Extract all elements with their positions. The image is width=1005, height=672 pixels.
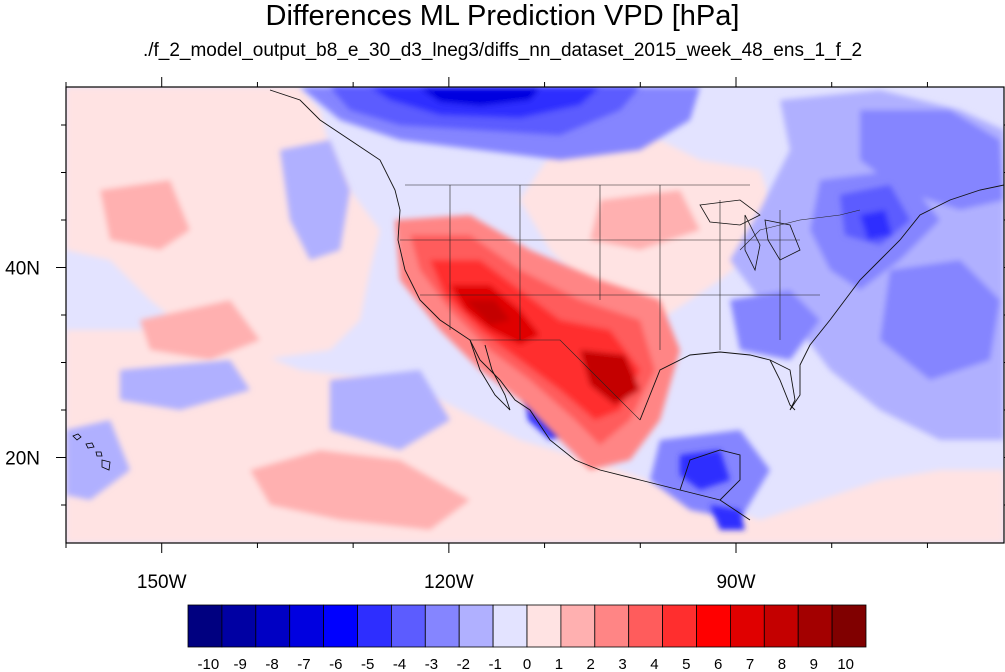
x-tick-label: 120W xyxy=(424,572,474,593)
colorbar-box xyxy=(526,604,562,648)
political-boundaries xyxy=(400,184,861,421)
colorbar-label: 7 xyxy=(746,656,754,672)
y-tick-label: 40N xyxy=(5,259,40,280)
colorbar-box xyxy=(662,604,697,648)
colorbar-box xyxy=(187,604,223,648)
colorbar-box xyxy=(730,604,765,648)
colorbar-box xyxy=(357,604,392,648)
great-lakes xyxy=(699,199,801,272)
colorbar-box xyxy=(797,604,833,648)
colorbar-label: -10 xyxy=(197,656,219,672)
colorbar-box xyxy=(255,604,291,648)
colorbar-label: 8 xyxy=(778,656,786,672)
colorbar-box xyxy=(628,604,664,648)
colorbar-box xyxy=(289,604,325,648)
colorbar-box xyxy=(763,604,799,648)
colorbar-label: 1 xyxy=(555,656,563,672)
plot-title: Differences ML Prediction VPD [hPa] xyxy=(265,0,740,32)
colorbar-box xyxy=(594,604,630,648)
colorbar-label: 9 xyxy=(810,656,818,672)
colorbar-labels: -10 -9 -8 -7 -6 -5 -4 -3 -2 -1 0 1 2 3 4 5 6 7 8 9 10 xyxy=(197,656,854,672)
colorbar-label: -7 xyxy=(297,656,310,672)
colorbar-label: 5 xyxy=(682,656,690,672)
colorbar-label: 3 xyxy=(618,656,626,672)
plot-subtitle: ./f_2_model_output_b8_e_30_d3_lneg3/diff… xyxy=(142,40,863,61)
colorbar-label: -8 xyxy=(265,656,278,672)
colorbar-box xyxy=(221,604,257,648)
colorbar-label: -4 xyxy=(393,656,406,672)
x-tick-label: 90W xyxy=(716,572,755,593)
axis-tick-labels: 150W 120W 90W 40N 20N xyxy=(5,259,755,594)
colorbar-label: -5 xyxy=(361,656,374,672)
y-tick-label: 20N xyxy=(5,449,40,470)
colorbar-box xyxy=(390,604,426,648)
colorbar-box xyxy=(696,604,731,648)
colorbar-label: -1 xyxy=(488,656,501,672)
strong-negative-core xyxy=(330,87,910,530)
colorbar-box xyxy=(560,604,596,648)
colorbar-label: 10 xyxy=(837,656,854,672)
colorbar-label: 0 xyxy=(523,656,531,672)
colorbar-label: 6 xyxy=(714,656,722,672)
colorbar-box xyxy=(831,604,867,648)
colorbar xyxy=(187,604,867,648)
axis-ticks xyxy=(56,77,1005,553)
colorbar-box xyxy=(323,604,358,648)
colorbar-label: -6 xyxy=(329,656,342,672)
colorbar-label: -3 xyxy=(425,656,438,672)
colorbar-label: -9 xyxy=(234,656,247,672)
colorbar-box xyxy=(458,604,494,648)
colorbar-label: -2 xyxy=(457,656,470,672)
map-field xyxy=(66,87,1004,543)
colorbar-label: 4 xyxy=(650,656,658,672)
colorbar-box xyxy=(424,604,460,648)
colorbar-label: 2 xyxy=(587,656,595,672)
x-tick-label: 150W xyxy=(137,572,187,593)
hawaii-islands xyxy=(72,433,111,471)
colorbar-box xyxy=(492,604,528,648)
